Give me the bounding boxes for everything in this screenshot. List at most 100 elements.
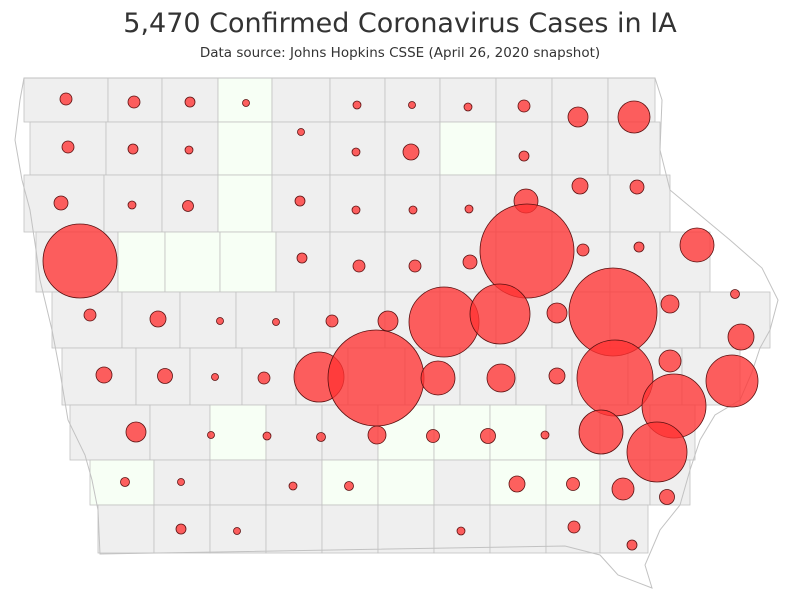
case-bubble-69 <box>578 409 624 455</box>
case-bubble-13 <box>297 128 305 136</box>
county-29 <box>439 174 497 233</box>
case-bubble-32 <box>479 203 575 299</box>
county-99 <box>489 504 547 554</box>
county-34 <box>117 231 166 293</box>
county-87 <box>433 459 491 506</box>
case-bubble-10 <box>61 140 75 154</box>
case-bubble-64 <box>316 432 326 442</box>
case-bubble-60 <box>705 354 759 408</box>
map-title: 5,470 Confirmed Coronavirus Cases in IA <box>123 8 677 39</box>
county-18 <box>439 121 497 176</box>
case-bubble-27 <box>42 223 118 299</box>
case-bubble-1 <box>127 95 141 109</box>
case-bubble-74 <box>288 481 298 491</box>
case-bubble-37 <box>149 310 167 328</box>
case-bubble-29 <box>352 259 366 273</box>
case-bubble-25 <box>571 177 589 195</box>
case-bubble-73 <box>177 478 185 486</box>
case-bubble-61 <box>125 421 147 443</box>
case-bubble-35 <box>679 227 715 263</box>
case-bubble-18 <box>127 200 137 210</box>
case-bubble-28 <box>296 252 308 264</box>
case-bubble-31 <box>462 254 478 270</box>
case-bubble-46 <box>660 294 680 314</box>
case-bubble-19 <box>182 200 194 212</box>
case-bubble-8 <box>567 106 589 128</box>
county-49 <box>293 291 331 349</box>
county-86 <box>377 459 435 506</box>
case-bubble-75 <box>344 481 354 491</box>
case-bubble-12 <box>184 145 194 155</box>
case-bubble-63 <box>262 431 272 441</box>
county-7 <box>439 77 497 123</box>
case-bubble-67 <box>480 428 496 444</box>
county-73 <box>265 404 323 461</box>
case-bubble-38 <box>216 317 224 325</box>
county-101 <box>599 504 649 554</box>
case-bubble-56 <box>486 363 516 393</box>
case-bubble-68 <box>540 430 550 440</box>
county-95 <box>265 504 323 554</box>
case-bubble-55 <box>420 360 456 396</box>
case-bubble-58 <box>576 339 654 417</box>
case-bubble-0 <box>59 92 73 106</box>
county-35 <box>164 231 221 293</box>
case-bubble-40 <box>325 314 339 328</box>
case-bubble-71 <box>626 421 688 483</box>
case-bubble-66 <box>426 429 440 443</box>
case-bubble-11 <box>127 143 139 155</box>
county-92 <box>97 504 155 554</box>
county-19 <box>495 121 553 176</box>
map-subtitle: Data source: Johns Hopkins CSSE (April 2… <box>199 45 601 61</box>
county-28 <box>384 174 441 233</box>
case-bubble-42 <box>408 286 480 358</box>
case-bubble-83 <box>567 520 581 534</box>
case-bubble-49 <box>95 366 113 384</box>
county-5 <box>329 77 386 123</box>
state-outline <box>14 77 779 589</box>
case-bubble-76 <box>508 475 526 493</box>
county-4 <box>271 77 331 123</box>
county-60 <box>189 347 243 406</box>
case-bubble-5 <box>408 101 416 109</box>
case-bubble-7 <box>517 99 531 113</box>
case-bubble-57 <box>548 367 566 385</box>
county-48 <box>235 291 295 349</box>
case-bubble-41 <box>377 310 399 332</box>
case-bubble-22 <box>408 205 418 215</box>
case-bubble-4 <box>352 100 362 110</box>
case-bubble-26 <box>629 179 645 195</box>
case-bubble-17 <box>53 195 69 211</box>
county-77 <box>489 404 547 461</box>
case-bubble-65 <box>367 425 387 445</box>
case-bubble-80 <box>175 523 187 535</box>
case-bubbles <box>42 92 759 551</box>
case-bubble-48 <box>727 323 755 351</box>
case-bubble-52 <box>257 371 271 385</box>
case-bubble-79 <box>659 489 675 505</box>
case-bubble-77 <box>566 477 580 491</box>
case-bubble-47 <box>730 289 740 299</box>
case-bubble-2 <box>184 96 196 108</box>
case-bubble-81 <box>233 527 241 535</box>
case-bubble-21 <box>351 205 361 215</box>
county-6 <box>384 77 441 123</box>
case-bubble-78 <box>611 477 635 501</box>
case-bubble-44 <box>546 302 568 324</box>
county-97 <box>377 504 435 554</box>
case-bubble-34 <box>633 241 645 253</box>
case-bubble-16 <box>518 150 530 162</box>
case-bubble-3 <box>242 99 250 107</box>
case-bubble-72 <box>120 477 130 487</box>
case-bubble-84 <box>626 539 638 551</box>
county-27 <box>329 174 386 233</box>
county-72 <box>209 404 267 461</box>
county-96 <box>321 504 379 554</box>
case-bubble-36 <box>83 308 97 322</box>
case-bubble-62 <box>207 431 215 439</box>
case-bubble-43 <box>469 283 531 345</box>
case-bubble-6 <box>463 102 473 112</box>
county-71 <box>149 404 211 461</box>
county-36 <box>219 231 277 293</box>
